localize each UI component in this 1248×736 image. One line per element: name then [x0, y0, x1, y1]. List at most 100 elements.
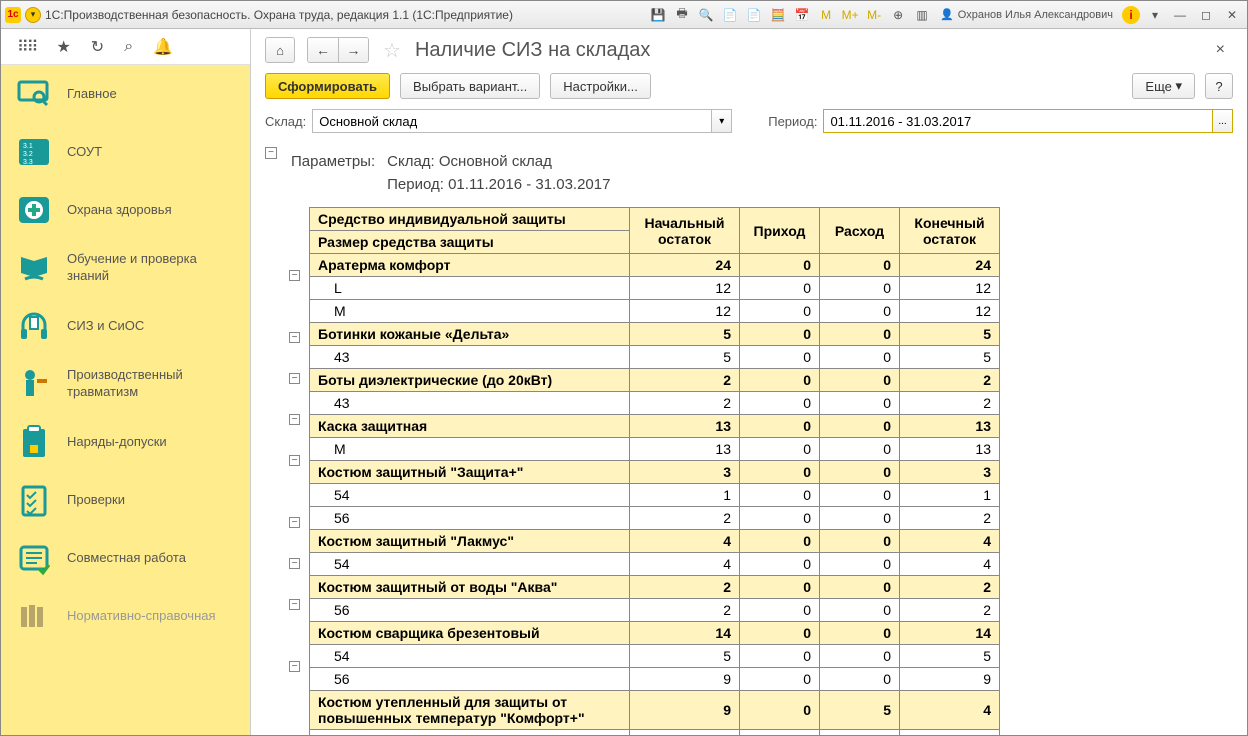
user-name: Охранов Илья Александрович — [958, 9, 1113, 21]
window-maximize-button[interactable]: ◻ — [1195, 6, 1217, 24]
help-button[interactable]: ? — [1205, 73, 1233, 99]
table-row[interactable]: M120012 — [310, 300, 1000, 323]
sidebar-item-label: СИЗ и СиОС — [67, 318, 144, 335]
group-toggle-icon[interactable]: − — [289, 373, 300, 384]
group-toggle-icon[interactable]: − — [289, 517, 300, 528]
table-row[interactable]: M130013 — [310, 438, 1000, 461]
memory-mplus-icon[interactable]: M+ — [841, 6, 859, 24]
select-variant-button[interactable]: Выбрать вариант... — [400, 73, 540, 99]
group-toggle-icon[interactable]: − — [289, 332, 300, 343]
warehouse-dropdown-button[interactable]: ▾ — [712, 109, 732, 133]
doc-icon[interactable]: 📄 — [721, 6, 739, 24]
sidebar-item-7[interactable]: Проверки — [1, 471, 250, 529]
library-icon — [15, 597, 53, 635]
sidebar-item-3[interactable]: Обучение и проверка знаний — [1, 239, 250, 297]
memory-mminus-icon[interactable]: M- — [865, 6, 883, 24]
info-dropdown-icon[interactable]: ▾ — [1146, 6, 1164, 24]
period-input[interactable] — [823, 109, 1213, 133]
table-row[interactable]: 562002 — [310, 507, 1000, 530]
sidebar-item-6[interactable]: Наряды-допуски — [1, 413, 250, 471]
report-area: − Параметры:Склад: Основной склад Период… — [251, 143, 1247, 735]
warehouse-input[interactable] — [312, 109, 712, 133]
sidebar-item-label: Производственный травматизм — [67, 367, 236, 401]
home-button[interactable]: ⌂ — [265, 37, 295, 63]
table-group-row[interactable]: Костюм защитный "Защита+"3003 — [310, 461, 1000, 484]
sidebar-item-2[interactable]: Охрана здоровья — [1, 181, 250, 239]
health-icon — [15, 191, 53, 229]
sidebar-item-9[interactable]: Нормативно-справочная — [1, 587, 250, 645]
group-toggle-icon[interactable]: − — [289, 599, 300, 610]
table-row[interactable]: 569009 — [310, 668, 1000, 691]
group-toggle-icon[interactable]: − — [289, 558, 300, 569]
notifications-icon[interactable]: 🔔 — [153, 37, 173, 57]
table-row[interactable]: 562002 — [310, 599, 1000, 622]
book-icon — [15, 249, 53, 287]
collapse-toggle-icon[interactable]: − — [265, 147, 277, 159]
titlebar-dropdown-icon[interactable]: ▾ — [25, 7, 41, 23]
table-row[interactable]: 432002 — [310, 392, 1000, 415]
window-minimize-button[interactable]: — — [1169, 6, 1191, 24]
table-row[interactable]: 435005 — [310, 346, 1000, 369]
info-icon[interactable]: i — [1122, 6, 1140, 24]
table-group-row[interactable]: Ботинки кожаные «Дельта»5005 — [310, 323, 1000, 346]
app-logo-icon: 1c — [5, 7, 21, 23]
favorite-star-icon[interactable]: ☆ — [383, 38, 401, 63]
calculator-icon[interactable]: 🧮 — [769, 6, 787, 24]
calendar-icon[interactable]: 📅 — [793, 6, 811, 24]
table-row[interactable]: 541001 — [310, 484, 1000, 507]
app-title: 1С:Производственная безопасность. Охрана… — [45, 8, 513, 22]
col-product: Средство индивидуальной защиты — [310, 208, 630, 231]
panels-icon[interactable]: ▥ — [913, 6, 931, 24]
page-header: ⌂ ← → ☆ Наличие СИЗ на складах × — [251, 29, 1247, 67]
table-group-row[interactable]: Боты диэлектрические (до 20кВт)2002 — [310, 369, 1000, 392]
settings-button[interactable]: Настройки... — [550, 73, 651, 99]
favorite-icon[interactable]: ★ — [56, 37, 70, 57]
nav-forward-button[interactable]: → — [338, 38, 368, 62]
col-end: Конечный остаток — [900, 208, 1000, 254]
table-group-row[interactable]: Аратерма комфорт240024 — [310, 254, 1000, 277]
table-row[interactable]: 544004 — [310, 553, 1000, 576]
sidebar-item-0[interactable]: Главное — [1, 65, 250, 123]
history-icon[interactable]: ↻ — [91, 37, 104, 57]
params-line1: Склад: Основной склад — [387, 151, 620, 172]
table-group-row[interactable]: Костюм защитный от воды "Аква"2002 — [310, 576, 1000, 599]
sidebar-item-label: Обучение и проверка знаний — [67, 251, 236, 285]
page-close-button[interactable]: × — [1208, 37, 1233, 63]
tree-gutter: − − − − − − − − − — [289, 207, 307, 735]
sidebar-item-1[interactable]: 3.13.23.3СОУТ — [1, 123, 250, 181]
print-icon[interactable]: 🖶 — [673, 6, 691, 24]
group-toggle-icon[interactable]: − — [289, 455, 300, 466]
save-icon[interactable]: 💾 — [649, 6, 667, 24]
apps-grid-icon[interactable]: ⠿⠿ — [17, 37, 36, 57]
generate-button[interactable]: Сформировать — [265, 73, 390, 99]
group-toggle-icon[interactable]: − — [289, 270, 300, 281]
table-row[interactable]: 545005 — [310, 645, 1000, 668]
preview-icon[interactable]: 🔍 — [697, 6, 715, 24]
group-toggle-icon[interactable]: − — [289, 661, 300, 672]
sidebar-item-8[interactable]: Совместная работа — [1, 529, 250, 587]
group-toggle-icon[interactable]: − — [289, 414, 300, 425]
user-indicator[interactable]: 👤 Охранов Илья Александрович — [940, 8, 1113, 21]
ratings-icon: 3.13.23.3 — [15, 133, 53, 171]
params-label: Параметры: — [291, 151, 385, 172]
window-close-button[interactable]: ✕ — [1221, 6, 1243, 24]
nav-back-button[interactable]: ← — [308, 38, 338, 62]
more-button[interactable]: Еще ▾ — [1132, 73, 1195, 99]
table-row[interactable]: 549054 — [310, 730, 1000, 736]
sidebar-item-4[interactable]: СИЗ и СиОС — [1, 297, 250, 355]
zoom-icon[interactable]: ⊕ — [889, 6, 907, 24]
user-icon: 👤 — [940, 8, 954, 21]
filters-row: Склад: ▾ Период: ... — [251, 109, 1247, 143]
table-row[interactable]: L120012 — [310, 277, 1000, 300]
table-group-row[interactable]: Костюм сварщика брезентовый140014 — [310, 622, 1000, 645]
memory-m-icon[interactable]: M — [817, 6, 835, 24]
sidebar-item-5[interactable]: Производственный травматизм — [1, 355, 250, 413]
search-icon[interactable]: ⌕ — [124, 38, 133, 56]
doc2-icon[interactable]: 📄 — [745, 6, 763, 24]
table-group-row[interactable]: Костюм защитный "Лакмус"4004 — [310, 530, 1000, 553]
period-label: Период: — [768, 114, 817, 129]
sidebar-item-label: Главное — [67, 86, 117, 103]
table-group-row[interactable]: Каска защитная130013 — [310, 415, 1000, 438]
table-group-row[interactable]: Костюм утепленный для защиты от повышенн… — [310, 691, 1000, 730]
period-picker-button[interactable]: ... — [1213, 109, 1233, 133]
